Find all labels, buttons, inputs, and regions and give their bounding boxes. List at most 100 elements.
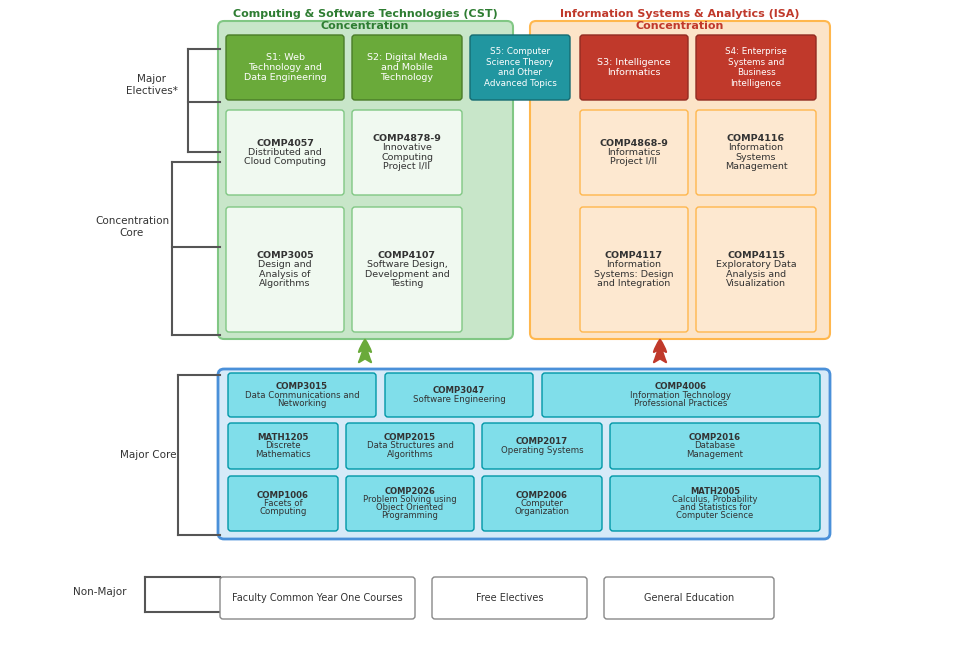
FancyBboxPatch shape [228,476,338,531]
Text: Exploratory Data: Exploratory Data [716,260,796,269]
Text: Non-Major: Non-Major [73,587,127,597]
FancyBboxPatch shape [346,423,474,469]
Text: Design and: Design and [258,260,312,269]
Text: Development and: Development and [365,269,449,279]
FancyBboxPatch shape [228,423,338,469]
Text: Computer Science: Computer Science [677,511,754,520]
FancyBboxPatch shape [346,476,474,531]
Text: COMP4107: COMP4107 [378,251,436,260]
FancyBboxPatch shape [226,207,344,332]
Text: COMP2016: COMP2016 [689,433,741,442]
FancyBboxPatch shape [228,373,376,417]
Text: COMP2026: COMP2026 [385,487,436,496]
Text: MATH2005: MATH2005 [690,487,740,496]
FancyBboxPatch shape [352,207,462,332]
Text: Organization: Organization [515,507,569,516]
FancyBboxPatch shape [385,373,533,417]
Text: S5: Computer
Science Theory
and Other
Advanced Topics: S5: Computer Science Theory and Other Ad… [484,47,557,87]
FancyBboxPatch shape [542,373,820,417]
Text: Information Technology: Information Technology [631,390,732,399]
Text: Information: Information [729,143,783,152]
Text: COMP4117: COMP4117 [605,251,663,260]
FancyBboxPatch shape [470,35,570,100]
Text: Professional Practices: Professional Practices [635,399,728,408]
FancyBboxPatch shape [610,476,820,531]
FancyBboxPatch shape [610,423,820,469]
Text: COMP4115: COMP4115 [727,251,785,260]
Text: Computing: Computing [381,152,433,162]
FancyBboxPatch shape [604,577,774,619]
Text: Testing: Testing [391,279,423,288]
Text: Computing: Computing [259,507,306,516]
FancyBboxPatch shape [530,21,830,339]
Text: COMP4006: COMP4006 [655,382,708,391]
Text: Algorithms: Algorithms [259,279,311,288]
FancyBboxPatch shape [432,577,587,619]
Text: Mathematics: Mathematics [255,450,311,459]
Text: Information: Information [607,260,661,269]
Text: Analysis and: Analysis and [726,269,786,279]
FancyBboxPatch shape [218,21,513,339]
FancyBboxPatch shape [580,35,688,100]
Text: Major Core: Major Core [120,450,177,460]
Text: Facets of: Facets of [264,499,302,508]
Text: Data Communications and: Data Communications and [245,390,359,399]
Text: COMP4868-9: COMP4868-9 [600,139,668,148]
Text: Operating Systems: Operating Systems [501,445,584,455]
Text: Information Systems & Analytics (ISA)
Concentration: Information Systems & Analytics (ISA) Co… [561,9,800,31]
Text: Analysis of: Analysis of [259,269,311,279]
Text: COMP1006: COMP1006 [257,491,309,499]
Text: Software Design,: Software Design, [367,260,447,269]
Text: Data Structures and: Data Structures and [367,442,453,451]
Text: General Education: General Education [644,593,734,603]
Text: Computer: Computer [520,499,564,508]
Text: Software Engineering: Software Engineering [413,395,505,403]
Text: Management: Management [725,162,787,171]
Text: S2: Digital Media
and Mobile
Technology: S2: Digital Media and Mobile Technology [367,53,447,82]
Text: Project I/II: Project I/II [383,162,431,171]
Text: Informatics: Informatics [608,148,660,157]
Text: and Statistics for: and Statistics for [680,503,751,512]
FancyBboxPatch shape [218,369,830,539]
Text: Networking: Networking [277,399,326,408]
Text: S3: Intelligence
Informatics: S3: Intelligence Informatics [597,58,671,78]
Text: Discrete: Discrete [265,442,300,451]
Text: Systems: Design: Systems: Design [594,269,674,279]
Text: Cloud Computing: Cloud Computing [244,157,326,166]
Text: Visualization: Visualization [726,279,786,288]
Text: and Integration: and Integration [597,279,671,288]
FancyBboxPatch shape [352,110,462,195]
Text: Distributed and: Distributed and [248,148,322,157]
Text: COMP4878-9: COMP4878-9 [372,134,442,143]
FancyBboxPatch shape [482,423,602,469]
Text: Innovative: Innovative [382,143,432,152]
FancyBboxPatch shape [226,35,344,100]
Text: S4: Enterprise
Systems and
Business
Intelligence: S4: Enterprise Systems and Business Inte… [725,47,787,87]
Text: Major
Electives*: Major Electives* [126,74,178,96]
Text: Programming: Programming [381,511,439,520]
Text: COMP2017: COMP2017 [516,438,568,446]
Text: MATH1205: MATH1205 [257,433,309,442]
FancyBboxPatch shape [580,110,688,195]
Text: Database: Database [694,442,735,451]
Text: COMP2006: COMP2006 [516,491,568,499]
FancyBboxPatch shape [482,476,602,531]
Text: Systems: Systems [735,152,777,162]
Text: Management: Management [686,450,743,459]
Text: Computing & Software Technologies (CST)
Concentration: Computing & Software Technologies (CST) … [232,9,497,31]
Text: Algorithms: Algorithms [387,450,433,459]
Text: Problem Solving using: Problem Solving using [363,495,457,504]
Text: COMP4116: COMP4116 [727,134,785,143]
FancyBboxPatch shape [226,110,344,195]
Text: COMP4057: COMP4057 [256,139,314,148]
FancyBboxPatch shape [220,577,415,619]
FancyBboxPatch shape [580,207,688,332]
Text: Project I/II: Project I/II [611,157,658,166]
Text: S1: Web
Technology and
Data Engineering: S1: Web Technology and Data Engineering [244,53,326,82]
FancyBboxPatch shape [696,207,816,332]
Text: COMP3047: COMP3047 [433,386,485,396]
Text: COMP2015: COMP2015 [384,433,436,442]
Text: Object Oriented: Object Oriented [376,503,444,512]
FancyBboxPatch shape [352,35,462,100]
Text: Calculus, Probability: Calculus, Probability [672,495,757,504]
